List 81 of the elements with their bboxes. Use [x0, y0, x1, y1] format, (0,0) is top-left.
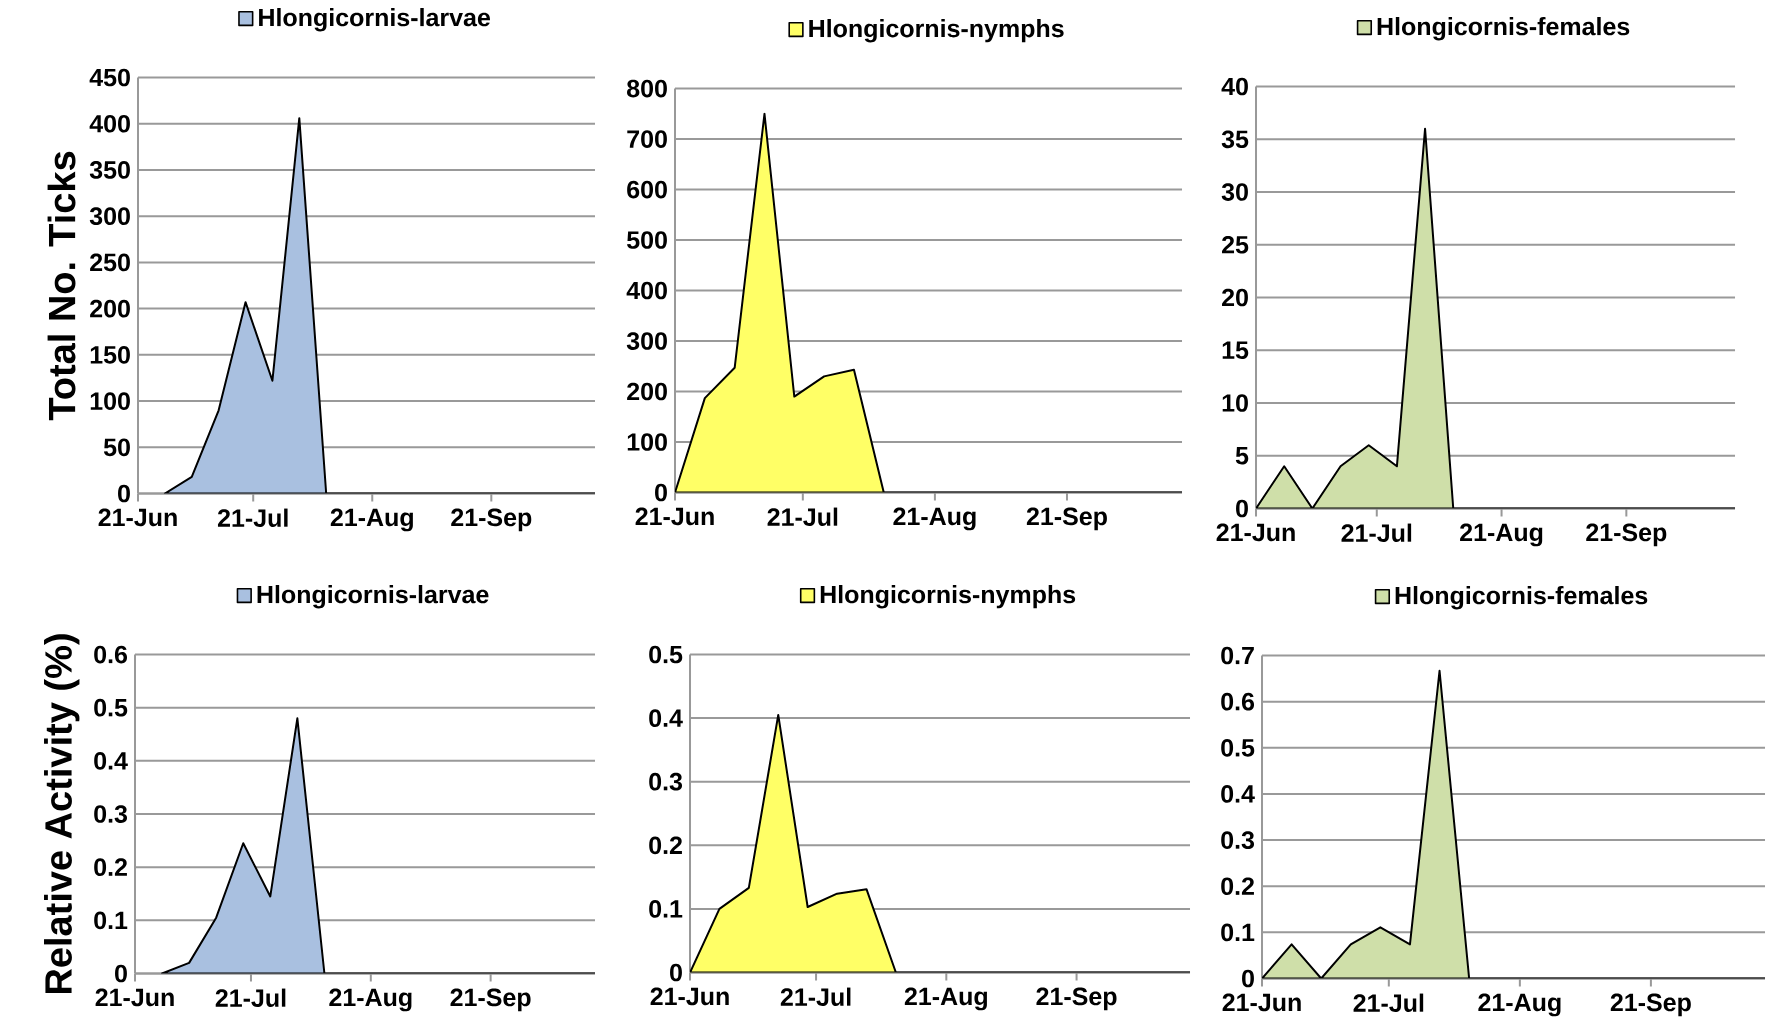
y-tick-label: 0 — [655, 483, 667, 502]
y-axis-title: Total No. Ticks — [47, 152, 76, 421]
x-tick-label: 21-Aug — [904, 987, 988, 1011]
y-tick-label: 400 — [89, 115, 130, 133]
x-tick-label: 21-Sep — [1036, 987, 1117, 1011]
x-tick-label: 21-Aug — [1460, 523, 1543, 547]
x-tick-label: 21-Jun — [650, 987, 729, 1006]
x-tick-label: 21-Aug — [1478, 993, 1561, 1017]
x-tick-label: 21-Jul — [217, 508, 288, 528]
x-tick-label: 21-Jul — [1341, 523, 1412, 543]
x-tick-label: 21-Jun — [98, 508, 177, 527]
y-tick-label: 150 — [90, 346, 130, 364]
y-tick-label: 800 — [627, 79, 667, 98]
x-tick-label: 21-Jun — [95, 988, 174, 1007]
x-tick-label: 21-Jul — [1353, 993, 1424, 1013]
x-tick-label: 21-Jun — [1222, 993, 1301, 1012]
x-tick-label: 21-Sep — [450, 988, 531, 1012]
x-tick-label: 21-Sep — [1586, 523, 1667, 547]
x-tick-label: 21-Jul — [767, 507, 838, 527]
y-tick-label: 300 — [626, 332, 667, 351]
x-tick-label: 21-Jun — [1216, 523, 1295, 542]
x-tick-label: 21-Aug — [329, 988, 412, 1012]
y-tick-label: 200 — [90, 300, 130, 318]
y-tick-label: 30 — [1221, 183, 1248, 202]
y-tick-label: 0.6 — [1221, 693, 1255, 711]
x-tick-label: 21-Sep — [1610, 993, 1691, 1017]
y-tick-label: 0 — [115, 964, 127, 983]
y-tick-label: 350 — [89, 161, 130, 180]
y-tick-label: 400 — [626, 281, 667, 300]
legend-label: Hlongicornis-larvae — [257, 585, 489, 609]
y-tick-label: 0.2 — [94, 858, 127, 877]
y-tick-label: 0.5 — [94, 699, 128, 717]
y-tick-label: 5 — [1235, 447, 1249, 465]
x-tick-label: 21-Jun — [635, 507, 714, 526]
y-tick-label: 0 — [1242, 969, 1254, 988]
x-tick-label: 21-Aug — [893, 507, 976, 531]
x-tick-label: 21-Sep — [1026, 507, 1107, 531]
y-tick-label: 35 — [1221, 130, 1249, 149]
y-tick-label: 0.1 — [1221, 923, 1255, 942]
y-tick-label: 0.3 — [94, 805, 128, 824]
y-tick-label: 500 — [627, 231, 667, 250]
y-tick-label: 10 — [1222, 394, 1248, 413]
y-tick-label: 15 — [1222, 341, 1249, 360]
y-tick-label: 0.1 — [649, 900, 683, 919]
y-tick-label: 300 — [89, 207, 130, 226]
y-tick-label: 700 — [627, 130, 667, 149]
y-tick-label: 0.2 — [1221, 877, 1254, 896]
y-tick-label: 50 — [103, 438, 130, 457]
y-tick-label: 0 — [670, 963, 682, 982]
y-tick-label: 0 — [1236, 499, 1248, 518]
y-tick-label: 0.7 — [1221, 646, 1254, 665]
legend-label: Hlongicornis-nymphs — [809, 19, 1064, 43]
y-tick-label: 100 — [627, 433, 667, 452]
y-tick-label: 0 — [118, 484, 130, 503]
y-tick-label: 0.3 — [1221, 831, 1255, 850]
y-tick-label: 200 — [627, 382, 667, 401]
y-tick-label: 250 — [90, 253, 130, 272]
y-tick-label: 100 — [90, 392, 130, 411]
y-tick-label: 40 — [1221, 77, 1248, 96]
y-tick-label: 450 — [89, 68, 130, 87]
legend-label: Hlongicornis-larvae — [259, 8, 490, 32]
x-tick-label: 21-Sep — [451, 508, 532, 532]
legend-label: Hlongicornis-nymphs — [820, 585, 1076, 609]
y-tick-label: 0.5 — [649, 645, 683, 664]
legend-label: Hlongicornis-females — [1395, 586, 1648, 610]
x-tick-label: 21-Jul — [215, 988, 286, 1008]
y-tick-label: 0.4 — [1221, 785, 1255, 804]
y-tick-label: 0.6 — [94, 645, 128, 664]
x-tick-label: 21-Jul — [780, 987, 851, 1007]
y-tick-label: 0.2 — [649, 836, 682, 855]
y-tick-label: 20 — [1222, 288, 1248, 307]
y-tick-label: 600 — [627, 180, 667, 199]
y-tick-label: 25 — [1222, 236, 1249, 254]
y-tick-label: 0.5 — [1221, 739, 1255, 757]
x-tick-label: 21-Aug — [330, 508, 413, 532]
y-tick-label: 0.1 — [94, 911, 128, 930]
y-axis-title: Relative Activity (%) — [44, 634, 80, 994]
y-tick-label: 0.3 — [649, 773, 683, 791]
legend-label: Hlongicornis-females — [1377, 17, 1630, 41]
y-tick-label: 0.4 — [94, 752, 128, 770]
y-tick-label: 0.4 — [649, 709, 683, 728]
